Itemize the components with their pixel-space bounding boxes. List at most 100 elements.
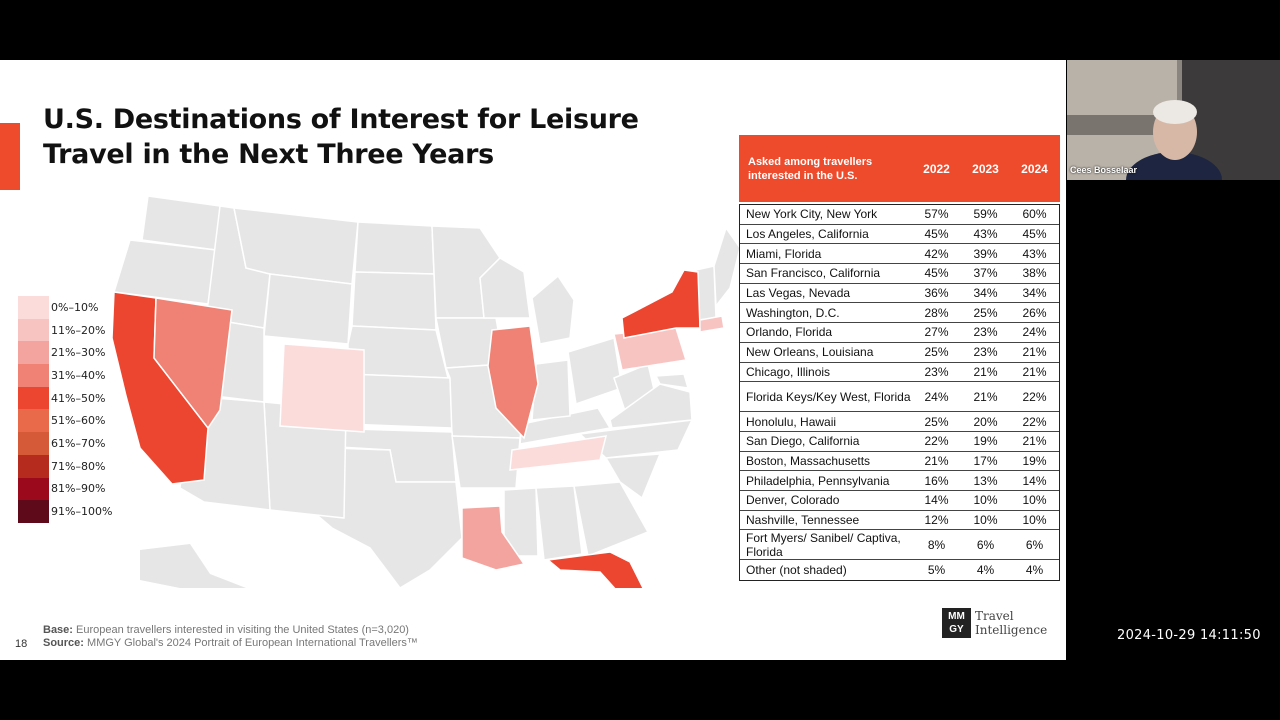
table-cell-value: 21% — [973, 389, 998, 404]
table-cell-value: 5% — [927, 563, 946, 578]
table-cell-destination: Chicago, Illinois — [746, 364, 831, 379]
table-cell-value: 14% — [924, 493, 949, 508]
legend-label: 11%–20% — [51, 323, 106, 337]
table-cell-value: 45% — [924, 266, 949, 281]
table-cell-value: 8% — [927, 537, 946, 552]
mmgy-logo: MM GY Travel Intelligence — [942, 608, 1047, 638]
table-cell-value: 57% — [924, 207, 949, 222]
state-tennessee — [509, 435, 607, 471]
table-cell-value: 21% — [1022, 345, 1047, 360]
legend-label: 41%–50% — [51, 391, 106, 405]
state-south-dakota — [351, 271, 437, 331]
destinations-table: Asked among travellers interested in the… — [739, 135, 1060, 581]
state-north-dakota — [354, 221, 435, 275]
base-text: European travellers interested in visiti… — [76, 624, 409, 636]
logo-line-2: Intelligence — [975, 623, 1048, 637]
table-cell-value: 20% — [973, 414, 998, 429]
legend-label: 71%–80% — [51, 459, 106, 473]
table-row: Denver, Colorado 14% 10% 10% — [740, 491, 1059, 511]
table-row: Orlando, Florida 27% 23% 24% — [740, 323, 1059, 343]
presentation-slide: U.S. Destinations of Interest for Leisur… — [0, 60, 1066, 660]
logo-mark-top: MM — [948, 611, 965, 622]
table-cell-destination: Los Angeles, California — [746, 227, 869, 242]
legend-label: 91%–100% — [51, 505, 113, 519]
table-cell-value: 23% — [973, 345, 998, 360]
table-row: Los Angeles, California 45% 43% 45% — [740, 225, 1059, 245]
table-row: Florida Keys/Key West, Florida 24% 21% 22% — [740, 382, 1059, 413]
legend-item: 41%–50% — [18, 386, 112, 410]
table-cell-value: 27% — [924, 325, 949, 340]
source-label: Source: — [43, 637, 84, 649]
table-cell-value: 16% — [924, 473, 949, 488]
table-cell-destination: Orlando, Florida — [746, 325, 833, 340]
state-michigan — [531, 274, 575, 345]
state-alabama — [535, 485, 583, 561]
legend-item: 31%–40% — [18, 364, 112, 387]
legend-item: 81%–90% — [18, 477, 112, 501]
table-cell-destination: Honolulu, Hawaii — [746, 414, 837, 429]
table-cell-value: 24% — [1022, 325, 1047, 340]
state-colorado — [279, 343, 365, 433]
table-cell-value: 21% — [1022, 364, 1047, 379]
table-cell-value: 10% — [1022, 493, 1047, 508]
legend-item: 61%–70% — [18, 432, 112, 455]
table-cell-value: 60% — [1022, 207, 1047, 222]
state-ohio — [567, 337, 623, 406]
table-cell-value: 45% — [924, 227, 949, 242]
table-cell-value: 37% — [973, 266, 998, 281]
table-cell-value: 19% — [1022, 453, 1047, 468]
state-new-york — [621, 269, 701, 339]
table-row: San Diego, California 22% 19% 21% — [740, 432, 1059, 452]
table-cell-value: 19% — [973, 434, 998, 449]
table-cell-value: 43% — [973, 227, 998, 242]
table-row: Washington, D.C. 28% 25% 26% — [740, 303, 1059, 324]
map-alaska-hawaii — [140, 544, 246, 588]
table-cell-value: 21% — [924, 453, 949, 468]
table-cell-value: 28% — [924, 305, 949, 320]
state-virginia — [609, 383, 693, 429]
legend-label: 21%–30% — [51, 346, 106, 360]
table-header-label: Asked among travellers interested in the… — [748, 155, 873, 182]
table-cell-value: 39% — [973, 246, 998, 261]
table-cell-value: 34% — [973, 286, 998, 301]
table-cell-value: 12% — [924, 512, 949, 527]
table-cell-value: 23% — [924, 364, 949, 379]
table-header-year: 2023 — [972, 161, 999, 176]
slide-footnote: Base: European travellers interested in … — [43, 624, 418, 650]
state-florida — [546, 551, 644, 588]
table-cell-value: 10% — [1022, 512, 1047, 527]
table-cell-destination: Philadelphia, Pennsylvania — [746, 473, 890, 488]
video-feed — [1067, 60, 1280, 180]
table-cell-value: 10% — [973, 512, 998, 527]
table-cell-value: 22% — [1022, 389, 1047, 404]
table-cell-destination: Florida Keys/Key West, Florida — [746, 389, 911, 404]
legend-label: 0%–10% — [51, 300, 99, 314]
table-cell-destination: Miami, Florida — [746, 246, 822, 261]
table-cell-value: 4% — [976, 563, 995, 578]
legend-item: 71%–80% — [18, 454, 112, 478]
table-header: Asked among travellers interested in the… — [739, 135, 1060, 202]
legend-label: 61%–70% — [51, 436, 106, 450]
legend-swatch — [18, 500, 49, 523]
logo-mark-bottom: GY — [949, 624, 964, 635]
map-states-default — [113, 195, 740, 588]
participant-video-tile[interactable]: Cees Bosselaar — [1067, 60, 1280, 180]
legend-swatch — [18, 364, 49, 387]
table-cell-value: 22% — [924, 434, 949, 449]
state-wisconsin — [479, 257, 531, 319]
table-cell-destination: Nashville, Tennessee — [746, 512, 860, 527]
table-cell-destination: New Orleans, Louisiana — [746, 345, 874, 360]
state-massachusetts — [699, 315, 725, 333]
base-note: Base: European travellers interested in … — [43, 624, 418, 637]
legend-item: 11%–20% — [18, 318, 112, 342]
table-cell-value: 6% — [976, 537, 995, 552]
state-alaska — [140, 544, 246, 588]
table-cell-value: 38% — [1022, 266, 1047, 281]
state-washington — [141, 195, 221, 251]
table-row: Nashville, Tennessee 12% 10% 10% — [740, 511, 1059, 531]
us-map — [111, 195, 740, 588]
table-cell-value: 21% — [1022, 434, 1047, 449]
table-cell-destination: Fort Myers/ Sanibel/ Captiva, Florida — [746, 530, 901, 559]
table-cell-value: 21% — [973, 364, 998, 379]
table-cell-value: 59% — [973, 207, 998, 222]
